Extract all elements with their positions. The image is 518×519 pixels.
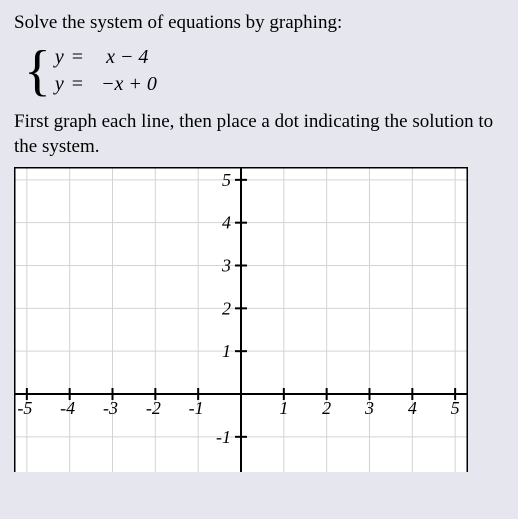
eq2-rhs: −x + 0 <box>101 73 157 95</box>
equation-row-2: y = −x + 0 <box>55 73 157 96</box>
system-of-equations: { y = x − 4 y = −x + 0 <box>24 46 504 96</box>
grid-svg: -5-4-3-2-112345-5-4-3-2-112345 <box>14 167 468 472</box>
svg-text:-1: -1 <box>216 427 231 447</box>
svg-text:2: 2 <box>222 299 231 319</box>
coordinate-grid[interactable]: -5-4-3-2-112345-5-4-3-2-112345 <box>14 167 468 472</box>
problem-container: Solve the system of equations by graphin… <box>0 0 518 519</box>
equals-sign: = <box>72 46 83 68</box>
svg-text:-4: -4 <box>60 398 75 418</box>
svg-text:-1: -1 <box>189 398 204 418</box>
svg-text:2: 2 <box>322 398 331 418</box>
svg-text:4: 4 <box>222 213 231 233</box>
svg-text:-2: -2 <box>146 398 161 418</box>
eq2-lhs: y <box>55 73 64 95</box>
svg-text:1: 1 <box>222 342 231 362</box>
svg-text:-5: -5 <box>17 398 32 418</box>
instruction-text: First graph each line, then place a dot … <box>14 110 504 159</box>
svg-text:-2: -2 <box>216 470 231 472</box>
svg-text:-3: -3 <box>103 398 118 418</box>
eq1-lhs: y <box>55 46 64 68</box>
svg-text:4: 4 <box>408 398 417 418</box>
prompt-text: Solve the system of equations by graphin… <box>14 12 504 34</box>
eq1-rhs: x − 4 <box>106 46 148 68</box>
svg-text:3: 3 <box>221 256 231 276</box>
equation-row-1: y = x − 4 <box>55 46 157 69</box>
svg-text:1: 1 <box>279 398 288 418</box>
equals-sign: = <box>72 73 83 95</box>
equation-stack: y = x − 4 y = −x + 0 <box>55 46 157 96</box>
svg-text:3: 3 <box>364 398 374 418</box>
left-brace: { <box>24 49 51 93</box>
svg-text:5: 5 <box>451 398 460 418</box>
svg-text:5: 5 <box>222 170 231 190</box>
